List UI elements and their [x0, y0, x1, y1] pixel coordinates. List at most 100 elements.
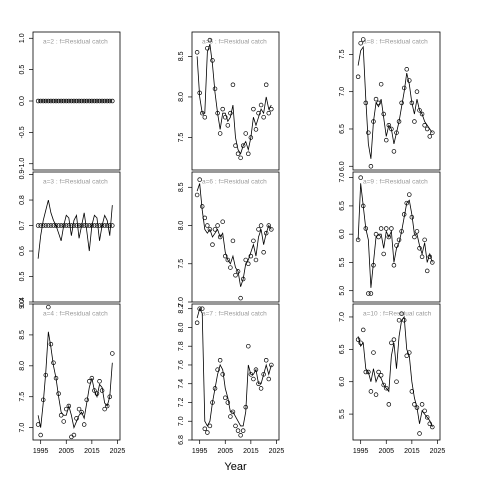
y-tick-label: 0.6	[19, 246, 26, 256]
data-point	[376, 234, 381, 240]
data-point	[266, 376, 272, 382]
data-point	[61, 419, 66, 424]
data-point	[246, 343, 251, 349]
data-point	[404, 353, 409, 359]
y-tick-label: 0.0	[19, 96, 26, 106]
data-point	[38, 432, 43, 438]
data-point	[266, 110, 272, 116]
data-point	[220, 372, 225, 377]
data-point	[373, 96, 379, 102]
y-tick-label: 8.0	[178, 92, 185, 102]
data-point	[240, 428, 246, 433]
plot-frame	[191, 171, 280, 303]
data-point	[35, 223, 41, 228]
data-point	[205, 430, 210, 435]
data-point	[87, 223, 92, 228]
data-point	[376, 369, 381, 375]
data-point	[414, 89, 420, 94]
data-point	[256, 227, 261, 232]
y-tick-label: 8.0	[178, 221, 185, 231]
data-point	[381, 382, 386, 388]
y-tick-label: 0.5	[19, 272, 26, 282]
data-point	[412, 119, 417, 124]
data-point	[230, 82, 236, 88]
y-tick-label: 6.5	[339, 344, 346, 354]
data-point	[378, 81, 384, 87]
data-point	[407, 350, 412, 355]
data-point	[238, 433, 243, 438]
data-point	[368, 164, 374, 169]
y-tick-label: 8.5	[178, 182, 185, 192]
data-point	[366, 130, 371, 135]
series-line	[196, 183, 272, 287]
data-point	[194, 50, 200, 55]
data-point	[233, 423, 238, 429]
data-point	[422, 408, 427, 414]
y-tick-label: 0.5	[19, 65, 26, 75]
y-tick-label: 8.5	[178, 51, 185, 61]
y-tick-label: 7.6	[178, 360, 185, 370]
panel-title: a=5 : f=Residual catch	[202, 39, 267, 46]
data-point	[363, 369, 369, 375]
data-point	[210, 242, 215, 247]
y-tick-label: -1.0	[19, 158, 26, 170]
data-point	[263, 358, 269, 363]
data-point	[51, 223, 56, 228]
data-point	[376, 100, 381, 106]
data-point	[256, 110, 261, 116]
data-point	[407, 78, 412, 83]
data-point	[46, 223, 51, 228]
data-point	[394, 379, 399, 384]
data-point	[197, 306, 202, 311]
data-point	[404, 67, 409, 72]
data-point	[53, 223, 59, 228]
y-tick-label: 6.0	[339, 229, 346, 239]
plot-frame	[191, 31, 280, 171]
data-point	[220, 219, 225, 224]
data-point	[212, 227, 218, 232]
data-point	[40, 223, 46, 228]
data-point	[58, 413, 64, 418]
y-tick-label: 6.8	[178, 435, 185, 445]
data-point	[424, 126, 430, 132]
data-point	[228, 414, 233, 419]
data-point	[391, 337, 397, 342]
data-point	[228, 265, 233, 270]
data-point	[74, 416, 79, 421]
y-tick-label: 0.4	[19, 297, 26, 307]
y-tick-label: 7.5	[178, 259, 185, 269]
y-tick-label: 5.0	[339, 286, 346, 296]
data-point	[360, 327, 366, 333]
data-point	[419, 402, 425, 407]
plot-frame	[352, 171, 441, 303]
data-point	[368, 389, 374, 394]
data-point	[56, 223, 61, 228]
data-point	[205, 45, 210, 51]
data-point	[48, 223, 54, 228]
data-point	[253, 127, 259, 132]
y-tick-label: 9.0	[19, 299, 26, 309]
x-tick-label: 1995	[353, 448, 369, 455]
series-line	[196, 307, 272, 427]
data-point	[207, 37, 213, 43]
data-point	[384, 385, 389, 391]
data-point	[243, 131, 248, 136]
series-line	[357, 315, 433, 428]
y-tick-label: 7.5	[178, 133, 185, 143]
panel-title: a=8 : f=Residual catch	[363, 39, 428, 46]
x-tick-label: 1995	[33, 448, 49, 455]
data-point	[381, 251, 386, 257]
x-tick-label: 2025	[430, 448, 446, 455]
data-point	[238, 295, 243, 301]
panel-title: a=3 : f=Residual catch	[43, 179, 108, 186]
data-point	[419, 254, 425, 260]
plot-frame	[32, 303, 121, 441]
y-tick-label: 5.5	[339, 409, 346, 419]
data-point	[396, 317, 402, 323]
data-point	[394, 130, 399, 135]
data-point	[253, 257, 259, 263]
x-tick-label: 2025	[110, 448, 126, 455]
data-point	[66, 403, 72, 409]
data-point	[261, 250, 266, 255]
data-point	[243, 257, 248, 263]
